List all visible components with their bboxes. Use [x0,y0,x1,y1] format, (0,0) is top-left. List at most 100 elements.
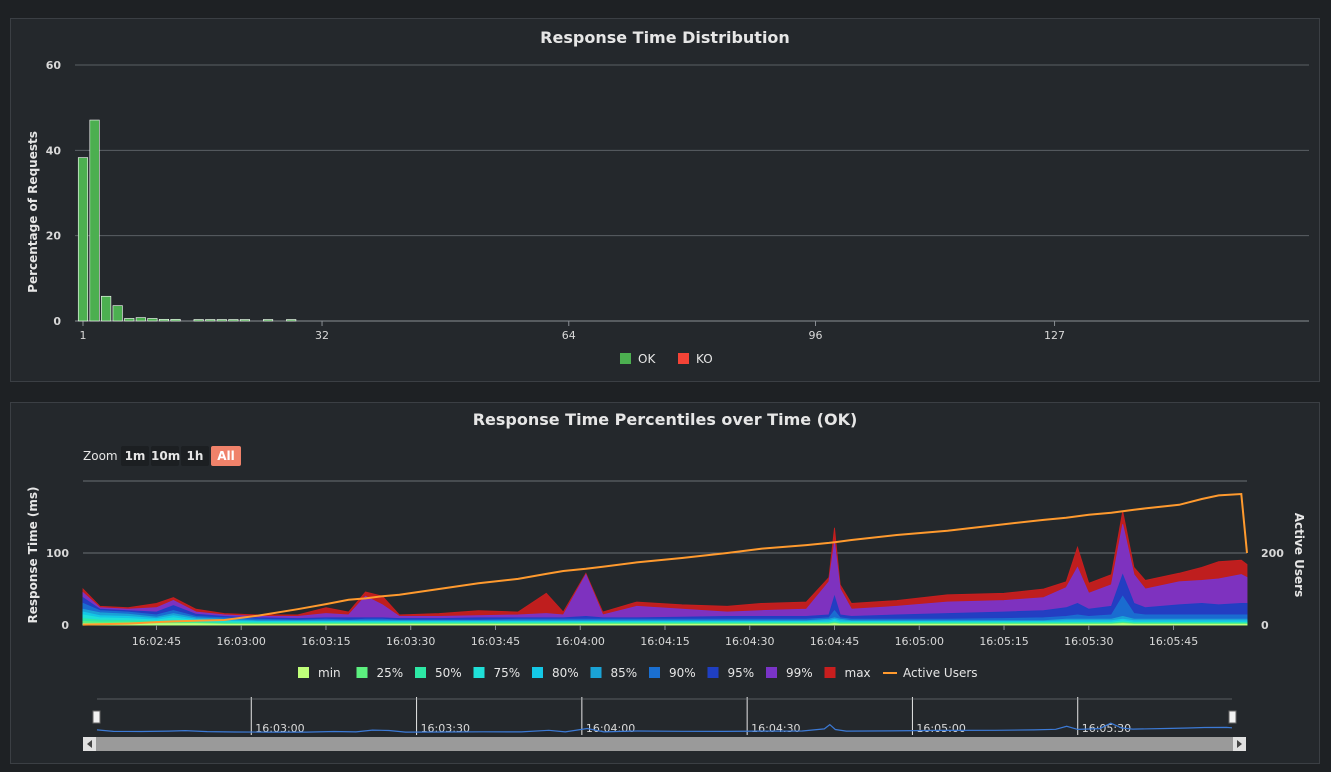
legend-label: 25% [377,666,404,680]
percentiles-y2label: Active Users [1292,513,1306,597]
percentiles-y-ticks: 0 100 [46,547,69,632]
x-tick-label: 16:04:45 [810,635,859,648]
time-navigator[interactable]: 16:03:00 16:03:30 16:04:00 16:04:30 16:05:00… [83,697,1246,751]
navigator-right-handle[interactable] [1228,710,1237,724]
histogram-bar [205,319,216,322]
legend-label: Active Users [903,666,978,680]
x-tick-label: 16:04:30 [725,635,774,648]
legend-swatch [678,353,689,364]
distribution-gridlines [75,64,1309,322]
legend-label: OK [638,352,656,366]
y-tick-label: 20 [46,230,62,243]
legend-item-p50[interactable]: 50% [415,666,462,680]
percentiles-areas [82,511,1248,626]
histogram-bar [89,119,100,322]
histogram-bar [135,317,146,322]
legend-item-p25[interactable]: 25% [356,666,404,680]
x-tick-label: 16:05:30 [1064,635,1113,648]
navigator-series [96,722,1233,733]
response-time-distribution-panel: Response Time Distribution Percentage of… [10,18,1320,382]
zoom-button-10m[interactable]: 10m [151,446,180,466]
legend-swatch [298,667,309,678]
zoom-label: Zoom [83,449,118,463]
legend-swatch [415,667,426,678]
legend-label: min [318,666,341,680]
legend-item-users[interactable]: Active Users [883,666,978,680]
legend-swatch [649,667,660,678]
legend-label: 95% [728,666,755,680]
x-tick-label: 16:04:15 [640,635,689,648]
legend-item-p99[interactable]: 99% [766,666,813,680]
y-tick-label: 100 [46,547,69,560]
histogram-bar [101,295,112,322]
legend-item-min[interactable]: min [298,666,341,680]
navigator-label: 16:03:30 [421,722,470,735]
histogram-bar [77,157,89,322]
navigator-background [97,699,1232,735]
distribution-y-ticks: 0 20 40 60 [46,59,62,328]
active-users-line [82,492,1248,626]
active-users-path [82,492,1248,626]
legend-swatch [356,667,368,678]
x-tick-label: 16:03:00 [217,635,266,648]
navigator-scrollbar-track[interactable] [83,737,1246,751]
legend-label: 85% [611,666,638,680]
legend-label: max [845,666,871,680]
y-tick-label: 60 [46,59,62,72]
legend-label: KO [696,352,713,366]
percentiles-legend[interactable]: min 25% 50% 75% 80% 85% 90% 95% 99% max Active Use… [298,666,978,680]
legend-item-ok[interactable]: OK [620,352,656,366]
legend-item-p75[interactable]: 75% [473,666,521,680]
legend-item-ko[interactable]: KO [678,352,713,366]
legend-label: 99% [786,666,813,680]
legend-swatch [620,353,631,364]
legend-label: 50% [435,666,462,680]
histogram-bar [158,318,170,322]
percentiles-over-time-panel: Response Time Percentiles over Time (OK)… [10,402,1320,764]
legend-item-max[interactable]: max [824,666,871,680]
navigator-label: 16:03:00 [255,722,304,735]
x-tick-label: 16:03:15 [301,635,350,648]
histogram-bar [228,319,239,322]
percentiles-ylabel: Response Time (ms) [26,486,40,623]
navigator-label: 16:05:00 [916,722,965,735]
navigator-left-handle[interactable] [92,710,101,724]
zoom-button-1h[interactable]: 1h [181,446,209,466]
histogram-bar [124,318,135,322]
x-tick-label: 16:04:00 [556,635,605,648]
percentiles-chart: Response Time Percentiles over Time (OK)… [26,410,1306,751]
navigator-label: 16:04:00 [586,722,635,735]
x-tick-label: 127 [1044,329,1065,342]
zoom-button-1m[interactable]: 1m [121,446,149,466]
histogram-bar [239,319,250,322]
zoom-button-all[interactable]: All [211,446,241,466]
legend-item-p95[interactable]: 95% [707,666,755,680]
area-min [82,623,1248,626]
legend-swatch [824,667,836,678]
legend-item-p90[interactable]: 90% [649,666,696,680]
x-tick-label: 64 [562,329,576,342]
scroll-right-arrow-icon [1237,740,1242,748]
distribution-legend[interactable]: OK KO [620,352,713,366]
x-tick-label: 32 [315,329,329,342]
histogram-bar [286,319,297,322]
legend-item-p85[interactable]: 85% [590,666,638,680]
navigator-label: 16:04:30 [751,722,800,735]
y2-tick-label: 200 [1261,547,1284,560]
y-tick-label: 0 [53,315,61,328]
distribution-title: Response Time Distribution [540,28,790,47]
percentiles-y2-ticks: 0 200 [1261,547,1284,632]
percentiles-title: Response Time Percentiles over Time (OK) [473,410,858,429]
legend-swatch [590,667,602,678]
legend-label: 75% [494,666,521,680]
x-tick-label: 16:05:15 [979,635,1028,648]
histogram-bar [147,318,158,322]
legend-item-p80[interactable]: 80% [532,666,579,680]
legend-label: 80% [552,666,579,680]
histogram-bar [112,305,123,322]
histogram-bar [170,318,181,322]
x-tick-label: 1 [80,329,87,342]
y-tick-label: 40 [46,144,62,157]
distribution-bars [77,119,297,322]
distribution-chart: Response Time Distribution Percentage of… [26,28,1309,366]
